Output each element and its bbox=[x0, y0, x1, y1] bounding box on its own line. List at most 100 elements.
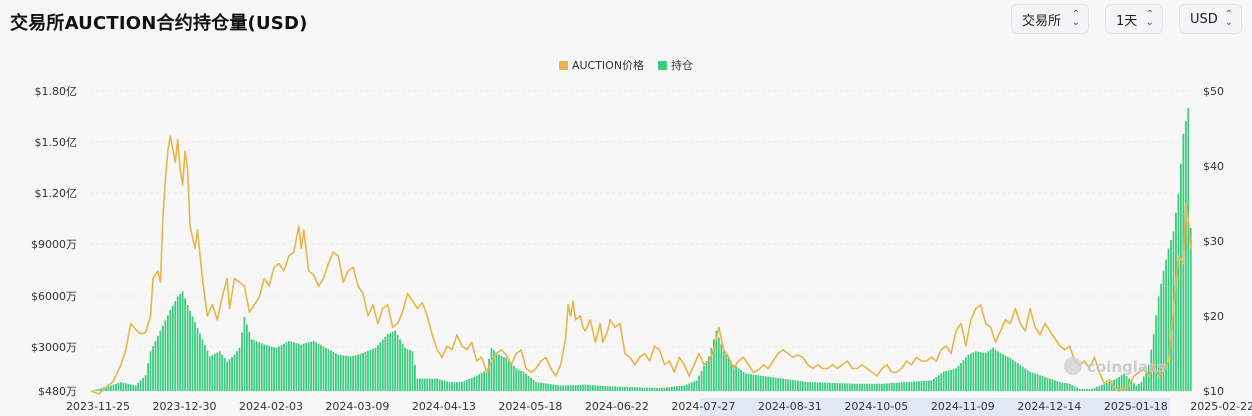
oi-bar bbox=[621, 386, 624, 391]
oi-bar bbox=[171, 305, 174, 391]
oi-bar bbox=[1098, 385, 1101, 391]
oi-bar bbox=[727, 358, 730, 391]
oi-bar bbox=[525, 373, 527, 391]
oi-bar bbox=[418, 378, 421, 391]
oi-bar bbox=[357, 354, 359, 391]
oi-bar bbox=[999, 352, 1002, 391]
oi-bar bbox=[493, 350, 495, 391]
oi-bar bbox=[100, 388, 103, 391]
oi-bar bbox=[374, 347, 377, 391]
oi-bar bbox=[164, 320, 167, 391]
oi-bar bbox=[105, 386, 107, 391]
oi-bar bbox=[821, 382, 824, 391]
exchange-select[interactable]: 交易所 ⌃ ⌄ bbox=[1011, 4, 1089, 34]
oi-bar bbox=[129, 384, 132, 391]
oi-bar bbox=[562, 385, 565, 391]
currency-select[interactable]: USD ⌃ ⌄ bbox=[1179, 4, 1242, 34]
oi-bar bbox=[1093, 387, 1096, 391]
coinglass-logo-icon bbox=[1064, 357, 1082, 375]
oi-bar bbox=[989, 349, 992, 391]
x-tick-label: 2024-02-03 bbox=[239, 400, 303, 413]
oi-bar bbox=[1007, 356, 1009, 391]
oi-bar bbox=[967, 354, 970, 391]
oi-bar bbox=[693, 381, 696, 391]
oi-bar bbox=[236, 351, 238, 391]
oi-bar bbox=[1068, 383, 1071, 391]
y-left-tick-label: $1.80亿 bbox=[35, 85, 78, 98]
oi-bar bbox=[325, 347, 327, 391]
oi-bar bbox=[1103, 383, 1106, 391]
oi-bar bbox=[779, 378, 782, 391]
oi-bar bbox=[888, 383, 891, 391]
legend-item-price[interactable]: AUCTION价格 bbox=[558, 57, 644, 73]
oi-bar bbox=[829, 382, 831, 391]
oi-bar bbox=[139, 380, 142, 391]
chevron-updown-icon: ⌃ ⌄ bbox=[1224, 9, 1233, 28]
chevron-updown-icon: ⌃ ⌄ bbox=[1145, 9, 1154, 28]
oi-bar bbox=[149, 351, 152, 391]
oi-bar bbox=[184, 298, 187, 391]
oi-bar bbox=[801, 381, 804, 391]
oi-bar bbox=[1046, 377, 1049, 391]
oi-bar bbox=[925, 380, 928, 391]
currency-select-label: USD bbox=[1190, 11, 1218, 27]
oi-bar bbox=[527, 375, 530, 391]
oi-bar bbox=[895, 382, 898, 391]
oi-bar bbox=[843, 383, 846, 391]
oi-bar bbox=[154, 341, 157, 391]
oi-bar bbox=[666, 387, 668, 391]
x-tick-label: 2024-04-13 bbox=[412, 400, 476, 413]
oi-bar bbox=[537, 382, 540, 391]
oi-bar bbox=[426, 378, 429, 391]
oi-bar bbox=[839, 383, 841, 391]
oi-bar bbox=[759, 375, 762, 391]
oi-bar bbox=[1004, 355, 1007, 391]
interval-select[interactable]: 1天 ⌃ ⌄ bbox=[1105, 4, 1163, 34]
legend-item-oi[interactable]: 持仓 bbox=[658, 57, 693, 73]
oi-bar bbox=[344, 355, 347, 391]
oi-bar bbox=[233, 354, 236, 391]
oi-bar bbox=[1095, 386, 1098, 391]
oi-bar bbox=[1157, 296, 1160, 391]
oi-bar bbox=[112, 384, 115, 391]
oi-bar bbox=[923, 380, 925, 391]
oi-bar bbox=[742, 371, 745, 391]
oi-bar bbox=[307, 342, 310, 391]
oi-bar bbox=[364, 351, 367, 391]
oi-bar bbox=[814, 382, 817, 391]
oi-bar bbox=[624, 386, 626, 391]
x-tick-label: 2024-07-27 bbox=[671, 400, 735, 413]
oi-bar bbox=[688, 383, 691, 391]
price-line bbox=[90, 135, 1192, 395]
oi-bar bbox=[942, 371, 945, 391]
oi-bar bbox=[685, 384, 688, 391]
oi-bar bbox=[152, 346, 154, 391]
oi-bar bbox=[352, 355, 355, 391]
oi-bar bbox=[347, 356, 350, 391]
oi-bar bbox=[708, 356, 710, 391]
oi-bar bbox=[1175, 212, 1177, 391]
oi-bar bbox=[1162, 270, 1165, 391]
oi-bar bbox=[876, 383, 878, 391]
oi-bar bbox=[789, 379, 792, 391]
oi-bar bbox=[762, 375, 765, 391]
oi-bar bbox=[564, 385, 567, 391]
oi-bar bbox=[1140, 382, 1143, 391]
oi-bar bbox=[176, 296, 179, 391]
oi-bar bbox=[107, 386, 110, 391]
oi-bar bbox=[315, 342, 317, 391]
oi-bar bbox=[1076, 387, 1078, 391]
oi-bar bbox=[1115, 378, 1118, 391]
x-tick-label: 2025-01-18 bbox=[1104, 400, 1168, 413]
oi-bar bbox=[157, 335, 159, 391]
oi-bar bbox=[730, 361, 733, 391]
oi-bar bbox=[1155, 315, 1158, 391]
oi-bar bbox=[628, 387, 631, 391]
oi-bar bbox=[811, 382, 814, 391]
oi-bar bbox=[962, 360, 965, 391]
oi-bar bbox=[1187, 108, 1190, 392]
oi-bar bbox=[841, 383, 844, 391]
page-title: 交易所AUCTION合约持仓量(USD) bbox=[10, 13, 308, 34]
oi-bar bbox=[614, 386, 616, 391]
